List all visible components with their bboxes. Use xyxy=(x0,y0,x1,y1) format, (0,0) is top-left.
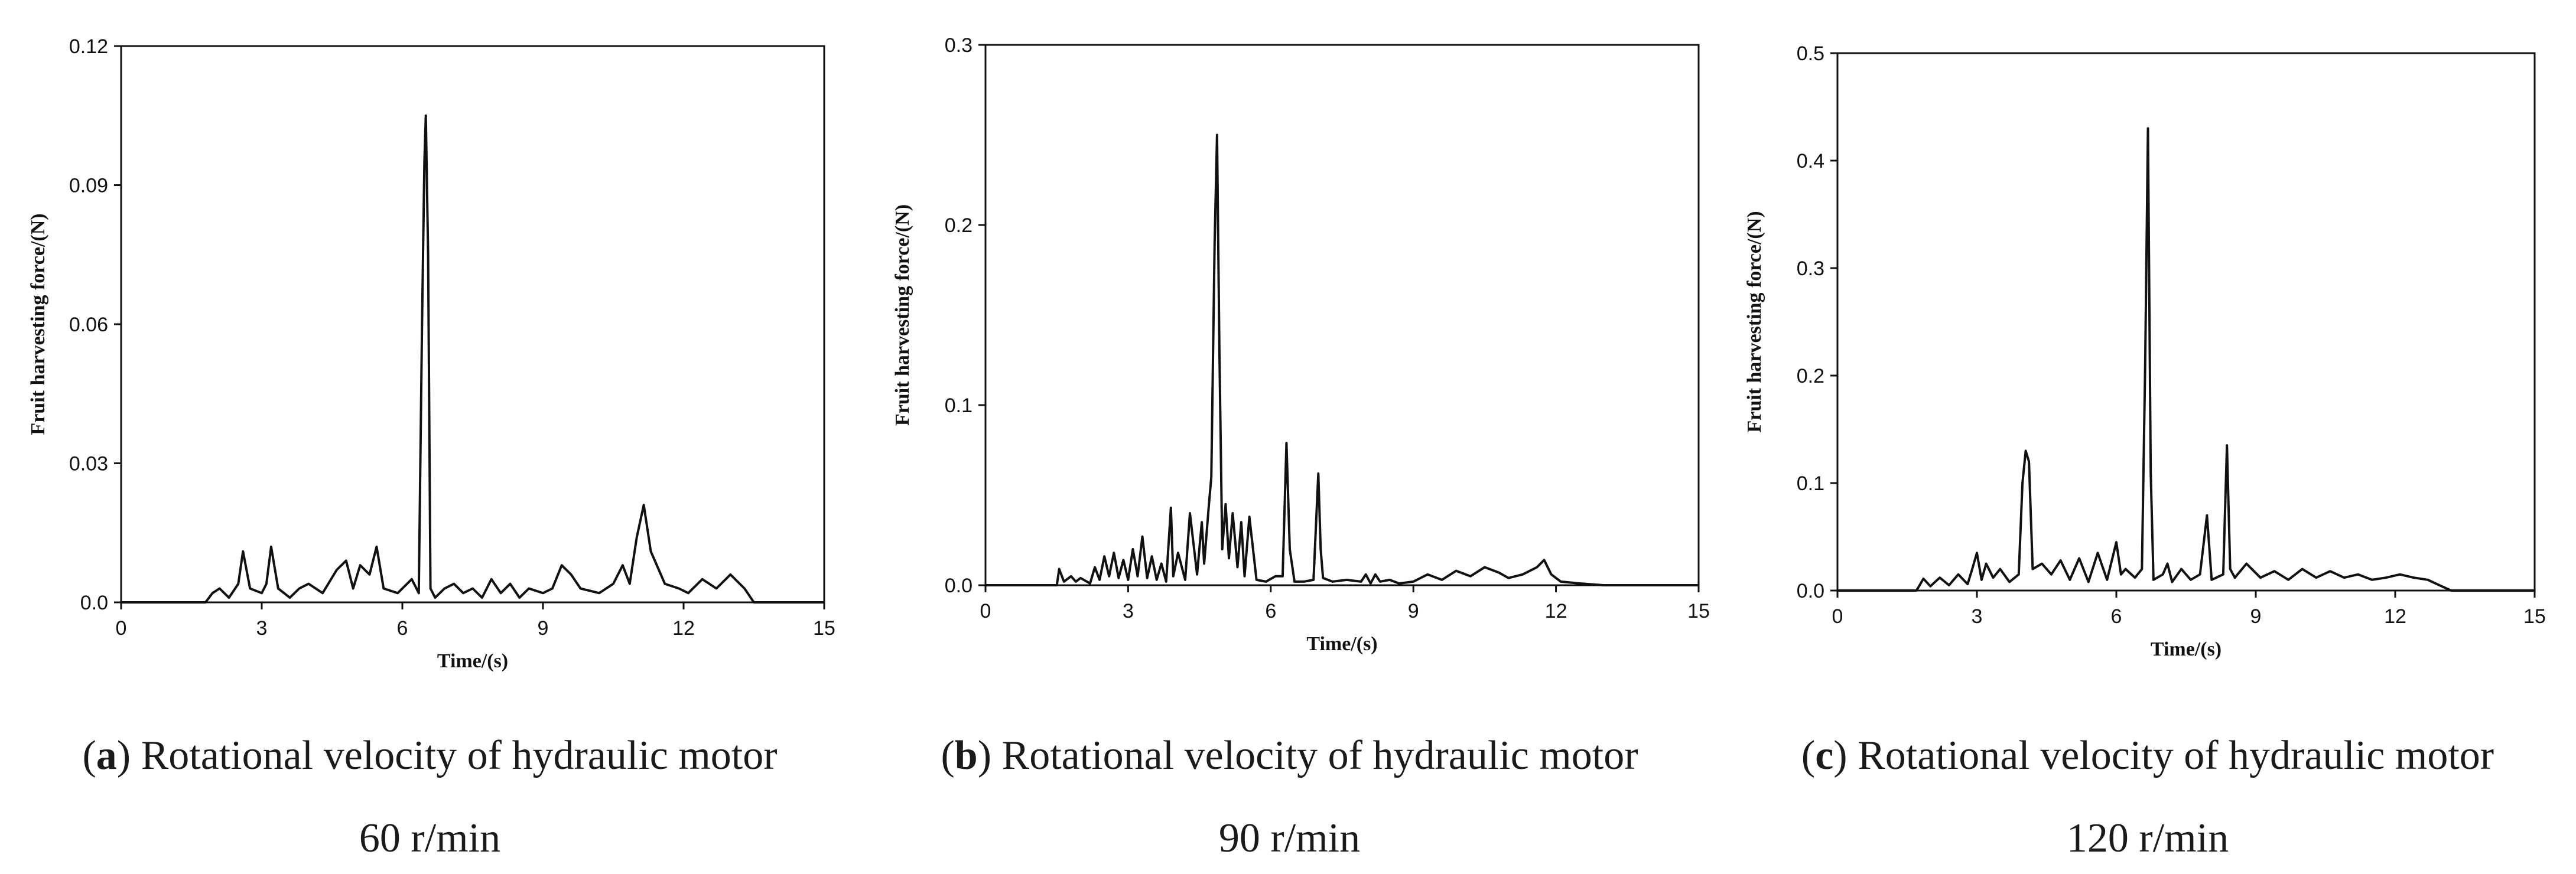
x-tick-label-b-1: 3 xyxy=(1123,600,1134,622)
y-tick-label-c-5: 0.5 xyxy=(1797,43,1824,65)
y-tick-label-a-2: 0.06 xyxy=(69,314,108,336)
x-tick-label-c-3: 9 xyxy=(2250,605,2262,628)
x-tick-label-a-0: 0 xyxy=(116,617,127,640)
y-tick-label-a-1: 0.03 xyxy=(69,453,108,475)
caption-c-line2: 120 r/min xyxy=(2066,816,2229,861)
y-tick-label-c-4: 0.4 xyxy=(1797,150,1824,172)
y-axis-label-b: Fruit harvesting force/(N) xyxy=(892,204,913,426)
y-tick-label-c-0: 0.0 xyxy=(1797,580,1824,602)
chart-panel-b: 0 3 6 9 12 15 0.0 0.1 0.2 0.3 Time/(s) Fruit harves… xyxy=(860,0,1719,874)
x-axis-label-c: Time/(s) xyxy=(2151,638,2222,660)
x-axis-label-a: Time/(s) xyxy=(437,650,508,672)
series-line-c-0 xyxy=(1837,127,2535,592)
x-tick-label-c-1: 3 xyxy=(1972,605,1983,628)
caption-a-line2: 60 r/min xyxy=(359,816,501,861)
chart-panel-c: 0 3 6 9 12 15 0.0 0.1 0.2 0.3 0.4 0.5 Time/(s) Fruit … xyxy=(1719,0,2576,874)
x-tick-label-c-4: 12 xyxy=(2384,605,2406,628)
caption-a-text: Rotational velocity of hydraulic motor xyxy=(131,733,778,778)
x-tick-label-a-5: 15 xyxy=(813,617,835,640)
x-tick-label-a-4: 12 xyxy=(672,617,695,640)
y-tick-label-c-1: 0.1 xyxy=(1797,472,1824,495)
x-tick-label-b-3: 9 xyxy=(1408,600,1419,622)
x-tick-label-a-1: 3 xyxy=(256,617,268,640)
y-axis-label-a: Fruit harvesting force/(N) xyxy=(27,213,49,435)
caption-b-letter: b xyxy=(954,733,978,778)
caption-a: (a) Rotational velocity of hydraulic mot… xyxy=(82,733,778,778)
y-tick-label-a-3: 0.09 xyxy=(69,175,108,197)
plot-frame-b xyxy=(984,44,1700,586)
y-tick-label-b-3: 0.3 xyxy=(945,34,972,57)
chart-c-svg: 0 3 6 9 12 15 0.0 0.1 0.2 0.3 0.4 0.5 Time/(s) Fruit … xyxy=(1744,43,2546,660)
y-tick-label-a-0: 0.0 xyxy=(80,592,108,614)
caption-a-letter: a xyxy=(96,733,117,778)
x-axis-label-b: Time/(s) xyxy=(1306,633,1377,655)
x-tick-label-c-2: 6 xyxy=(2111,605,2122,628)
caption-c-letter: c xyxy=(1815,733,1834,778)
y-tick-label-c-2: 0.2 xyxy=(1797,365,1824,387)
y-tick-label-b-1: 0.1 xyxy=(945,394,972,417)
y-tick-label-c-3: 0.3 xyxy=(1797,257,1824,280)
x-tick-label-b-0: 0 xyxy=(980,600,991,622)
x-tick-label-b-2: 6 xyxy=(1265,600,1276,622)
y-axis-label-c: Fruit harvesting force/(N) xyxy=(1744,211,1765,432)
x-tick-label-c-5: 15 xyxy=(2523,605,2546,628)
caption-b: (b) Rotational velocity of hydraulic mot… xyxy=(941,733,1638,778)
x-tick-label-b-5: 15 xyxy=(1687,600,1710,622)
x-tick-label-a-3: 9 xyxy=(538,617,549,640)
y-tick-label-b-0: 0.0 xyxy=(945,575,972,597)
x-tick-label-b-4: 12 xyxy=(1545,600,1567,622)
plot-frame-c xyxy=(1836,52,2536,592)
caption-b-text: Rotational velocity of hydraulic motor xyxy=(991,733,1638,778)
y-tick-label-a-4: 0.12 xyxy=(69,35,108,58)
chart-b-svg: 0 3 6 9 12 15 0.0 0.1 0.2 0.3 Time/(s) Fruit harves… xyxy=(892,34,1710,655)
caption-b-line2: 90 r/min xyxy=(1218,816,1361,861)
caption-c: (c) Rotational velocity of hydraulic mot… xyxy=(1801,733,2494,778)
chart-a-svg: 0 3 6 9 12 15 0.0 0.03 0.06 0.09 0.12 Time/(s) Fruit… xyxy=(27,35,835,672)
plot-frame-a xyxy=(120,45,825,604)
caption-c-text: Rotational velocity of hydraulic motor xyxy=(1847,733,2494,778)
x-tick-label-a-2: 6 xyxy=(397,617,408,640)
x-tick-label-c-0: 0 xyxy=(1832,605,1843,628)
y-tick-label-b-2: 0.2 xyxy=(945,214,972,237)
chart-panel-a: 0 3 6 9 12 15 0.0 0.03 0.06 0.09 0.12 Time/(s) Fruit… xyxy=(0,0,860,874)
series-line-b-0 xyxy=(985,133,1699,586)
series-line-a-0 xyxy=(121,114,824,604)
